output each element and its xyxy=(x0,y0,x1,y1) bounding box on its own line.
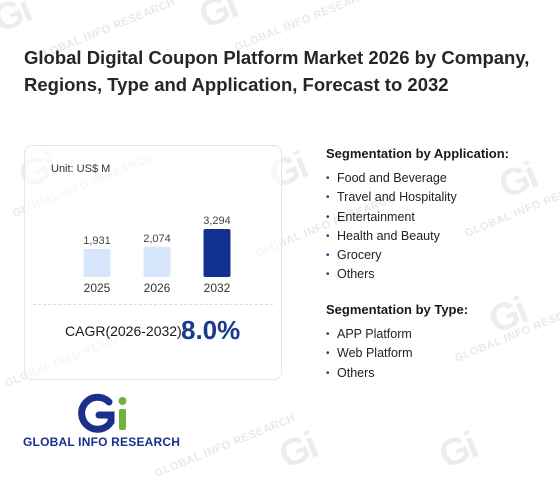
bar-value-label: 1,931 xyxy=(83,235,111,247)
logo-text: GLOBAL INFO RESEARCH xyxy=(23,435,181,449)
watermark-logo: Gi xyxy=(433,424,483,478)
divider xyxy=(33,304,273,305)
gi-logo-icon xyxy=(78,393,127,433)
list-item: Entertainment xyxy=(326,208,509,228)
segmentation-application-title: Segmentation by Application: xyxy=(326,146,509,161)
segmentation-type: Segmentation by Type: APP Platform Web P… xyxy=(326,302,468,383)
bar-value-label: 2,074 xyxy=(143,233,171,245)
list-item: Others xyxy=(326,364,468,384)
watermark-text: GLOBAL INFO RESEARCH xyxy=(453,297,560,365)
cagr-label: CAGR(2026-2032): xyxy=(65,323,186,339)
company-logo: GLOBAL INFO RESEARCH xyxy=(23,393,185,453)
category-label: 2025 xyxy=(84,281,111,295)
market-bar-chart: 1,931 2025 2,074 2026 3,294 2032 xyxy=(83,215,231,295)
list-item: APP Platform xyxy=(326,325,468,345)
watermark-logo: Gi xyxy=(193,0,243,38)
list-item: Others xyxy=(326,265,509,285)
segmentation-application: Segmentation by Application: Food and Be… xyxy=(326,146,509,285)
bar-value-label: 3,294 xyxy=(203,215,231,227)
unit-label: Unit: US$ M xyxy=(51,163,111,175)
category-label: 2026 xyxy=(144,281,171,295)
bar-2026 xyxy=(143,246,171,277)
watermark-logo: Gi xyxy=(273,424,323,478)
application-list: Food and Beverage Travel and Hospitality… xyxy=(326,169,509,285)
list-item: Web Platform xyxy=(326,344,468,364)
watermark-logo: Gi xyxy=(0,0,37,42)
page-title: Global Digital Coupon Platform Market 20… xyxy=(24,47,530,95)
bar-2032 xyxy=(203,229,231,277)
cagr-value: 8.0% xyxy=(181,315,241,345)
list-item: Grocery xyxy=(326,246,509,266)
segmentation-type-title: Segmentation by Type: xyxy=(326,302,469,317)
category-label: 2032 xyxy=(204,281,231,295)
watermark-logo: Gi xyxy=(483,289,533,343)
list-item: Travel and Hospitality xyxy=(326,188,509,208)
list-item: Food and Beverage xyxy=(326,169,509,189)
bar-2025 xyxy=(83,248,111,277)
market-size-card: Unit: US$ M 1,931 2025 2,074 2026 3,294 2032 … xyxy=(24,145,282,380)
type-list: APP Platform Web Platform Others xyxy=(326,325,468,383)
list-item: Health and Beauty xyxy=(326,227,509,247)
